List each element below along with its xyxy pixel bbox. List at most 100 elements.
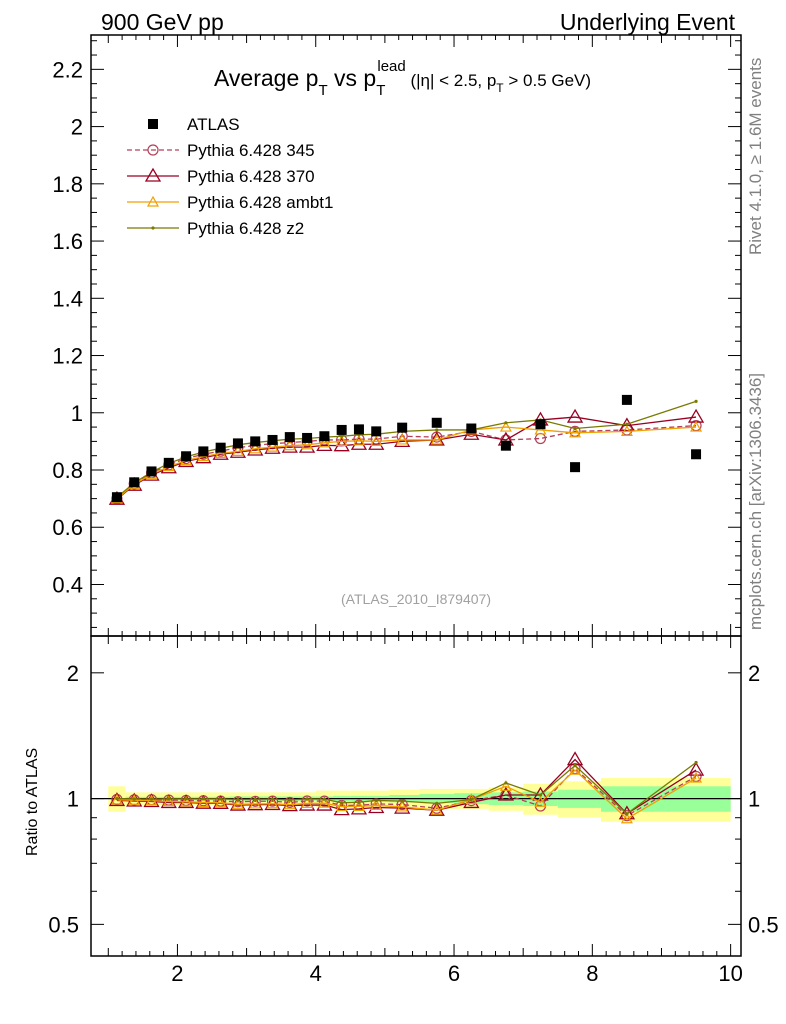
ratio-point-pythia-6-428-z2 [132,797,136,801]
ratio-point-pythia-6-428-ambt1 [128,793,141,805]
rivet-version-label: Rivet 4.1.0, ≥ 1.6M events [746,58,765,255]
ratio-line-pythia-6-428-z2 [116,761,697,815]
y-tick-label: 1 [71,401,83,426]
point-atlas [284,432,295,443]
mcplots-label: mcplots.cern.ch [arXiv:1306.3436] [746,373,765,630]
legend: ATLAS Pythia 6.428 345 Pythia 6.428 370 Pyt… [127,115,333,238]
legend-label-atlas: ATLAS [187,115,240,134]
header-right: Underlying Event [560,9,736,35]
point-atlas [621,394,632,405]
ratio-point-pythia-6-428-ambt1 [690,771,703,783]
x-tick-label: 2 [171,961,183,986]
point-pythia-6-428-ambt1 [569,426,582,438]
ratio-point-pythia-6-428-ambt1 [318,796,331,808]
ratio-point-pythia-6-428-ambt1 [197,796,210,808]
analysis-watermark: (ATLAS_2010_I879407) [341,591,491,607]
y-tick-label: 0.8 [52,458,83,483]
y-tick-label: 0.6 [52,515,83,540]
point-atlas [336,424,347,435]
point-atlas [570,462,581,473]
ratio-point-pythia-6-428-370 [497,786,515,801]
ratio-y-tick-label-right: 2 [748,661,760,686]
ratio-ylabel: Ratio to ATLAS [24,748,41,856]
point-atlas [198,446,209,457]
point-atlas [319,431,330,442]
ratio-point-pythia-6-428-z2 [184,797,188,801]
ratio-axes-frame [90,635,742,957]
point-pythia-6-428-ambt1 [396,433,409,445]
point-atlas [181,451,192,462]
ratio-point-pythia-6-428-370 [566,751,584,766]
title-sup2: lead [377,58,405,75]
y-tick-label: 1.8 [52,172,83,197]
y-tick-label: 0.4 [52,572,83,597]
legend-label-pythia-6-428-z2: Pythia 6.428 z2 [187,219,304,238]
title-cut-open: (|η| < 2.5, p [406,71,497,90]
point-pythia-6-428-ambt1 [301,438,314,450]
legend-marker-pythia-6-428-370 [144,167,162,182]
main-panel: 0.4 0.6 0.8 1 1.2 1.4 1.6 1.8 2 2.2 [52,34,742,637]
series-line-pythia-6-428-370 [116,416,697,500]
y-tick-label: 2 [71,115,83,140]
title-sub1: T [318,82,327,99]
ratio-point-pythia-6-428-z2 [219,797,223,801]
point-pythia-6-428-z2 [504,421,508,425]
ratio-y-tick-label: 0.5 [48,912,79,937]
ratio-point-pythia-6-428-345 [232,796,244,808]
ratio-panel: 2 4 6 8 100.5 0.51 12 2 [48,635,779,986]
ratio-point-pythia-6-428-ambt1 [249,797,262,809]
point-pythia-6-428-ambt1 [214,447,227,459]
point-pythia-6-428-ambt1 [283,439,296,451]
ratio-y-tick-label: 1 [67,787,79,812]
ratio-y-tick-label-right: 0.5 [748,912,779,937]
point-atlas [111,492,122,503]
title-main: Average p [214,65,318,91]
series-line-pythia-6-428-345 [116,425,697,500]
main-plot-title: Average pT vs pTlead (|η| < 2.5, pT > 0.… [214,58,591,99]
x-tick-label: 8 [586,961,598,986]
ratio-point-pythia-6-428-z2 [573,763,577,768]
legend-label-pythia-6-428-ambt1: Pythia 6.428 ambt1 [187,193,333,212]
point-atlas [163,457,174,468]
ratio-point-pythia-6-428-z2 [374,798,378,803]
ratio-y-tick-label-right: 1 [748,787,760,812]
y-tick-label: 1.6 [52,229,83,254]
legend-marker-atlas [148,119,158,129]
y-tick-label: 1.4 [52,286,83,311]
x-tick-label: 10 [718,961,742,986]
header-left: 900 GeV pp [101,9,224,35]
ratio-point-pythia-6-428-ambt1 [110,793,123,805]
ratio-point-pythia-6-428-ambt1 [335,800,348,812]
ratio-point-pythia-6-428-345 [396,798,408,811]
ratio-point-pythia-6-428-ambt1 [352,800,365,811]
legend-marker-pythia-6-428-ambt1 [146,195,160,207]
point-atlas [267,434,278,445]
ratio-point-pythia-6-428-ambt1 [534,796,547,807]
point-atlas [397,422,408,433]
ratio-point-pythia-6-428-z2 [115,796,119,801]
ratio-point-pythia-6-428-ambt1 [180,795,193,807]
point-pythia-6-428-ambt1 [690,420,703,432]
point-pythia-6-428-z2 [694,399,698,403]
ratio-point-pythia-6-428-ambt1 [569,763,582,775]
ratio-point-pythia-6-428-z2 [253,797,257,801]
point-pythia-6-428-z2 [435,428,439,432]
ratio-point-pythia-6-428-370 [687,761,705,776]
point-atlas [500,440,511,451]
ratio-point-pythia-6-428-ambt1 [430,803,443,815]
point-pythia-6-428-z2 [573,426,577,431]
ratio-point-pythia-6-428-z2 [167,797,171,801]
point-atlas [302,432,313,443]
point-atlas [353,424,364,435]
ratio-point-pythia-6-428-z2 [625,812,629,816]
point-atlas [466,423,477,434]
legend-label-pythia-6-428-370: Pythia 6.428 370 [187,167,315,186]
ratio-point-pythia-6-428-345 [249,795,261,807]
ratio-point-pythia-6-428-z2 [322,797,326,801]
ratio-point-pythia-6-428-z2 [340,801,344,805]
legend-marker-pythia-6-428-z2 [151,226,155,230]
ratio-point-pythia-6-428-ambt1 [396,800,409,812]
point-pythia-6-428-z2 [340,434,344,438]
point-pythia-6-428-ambt1 [499,420,512,432]
